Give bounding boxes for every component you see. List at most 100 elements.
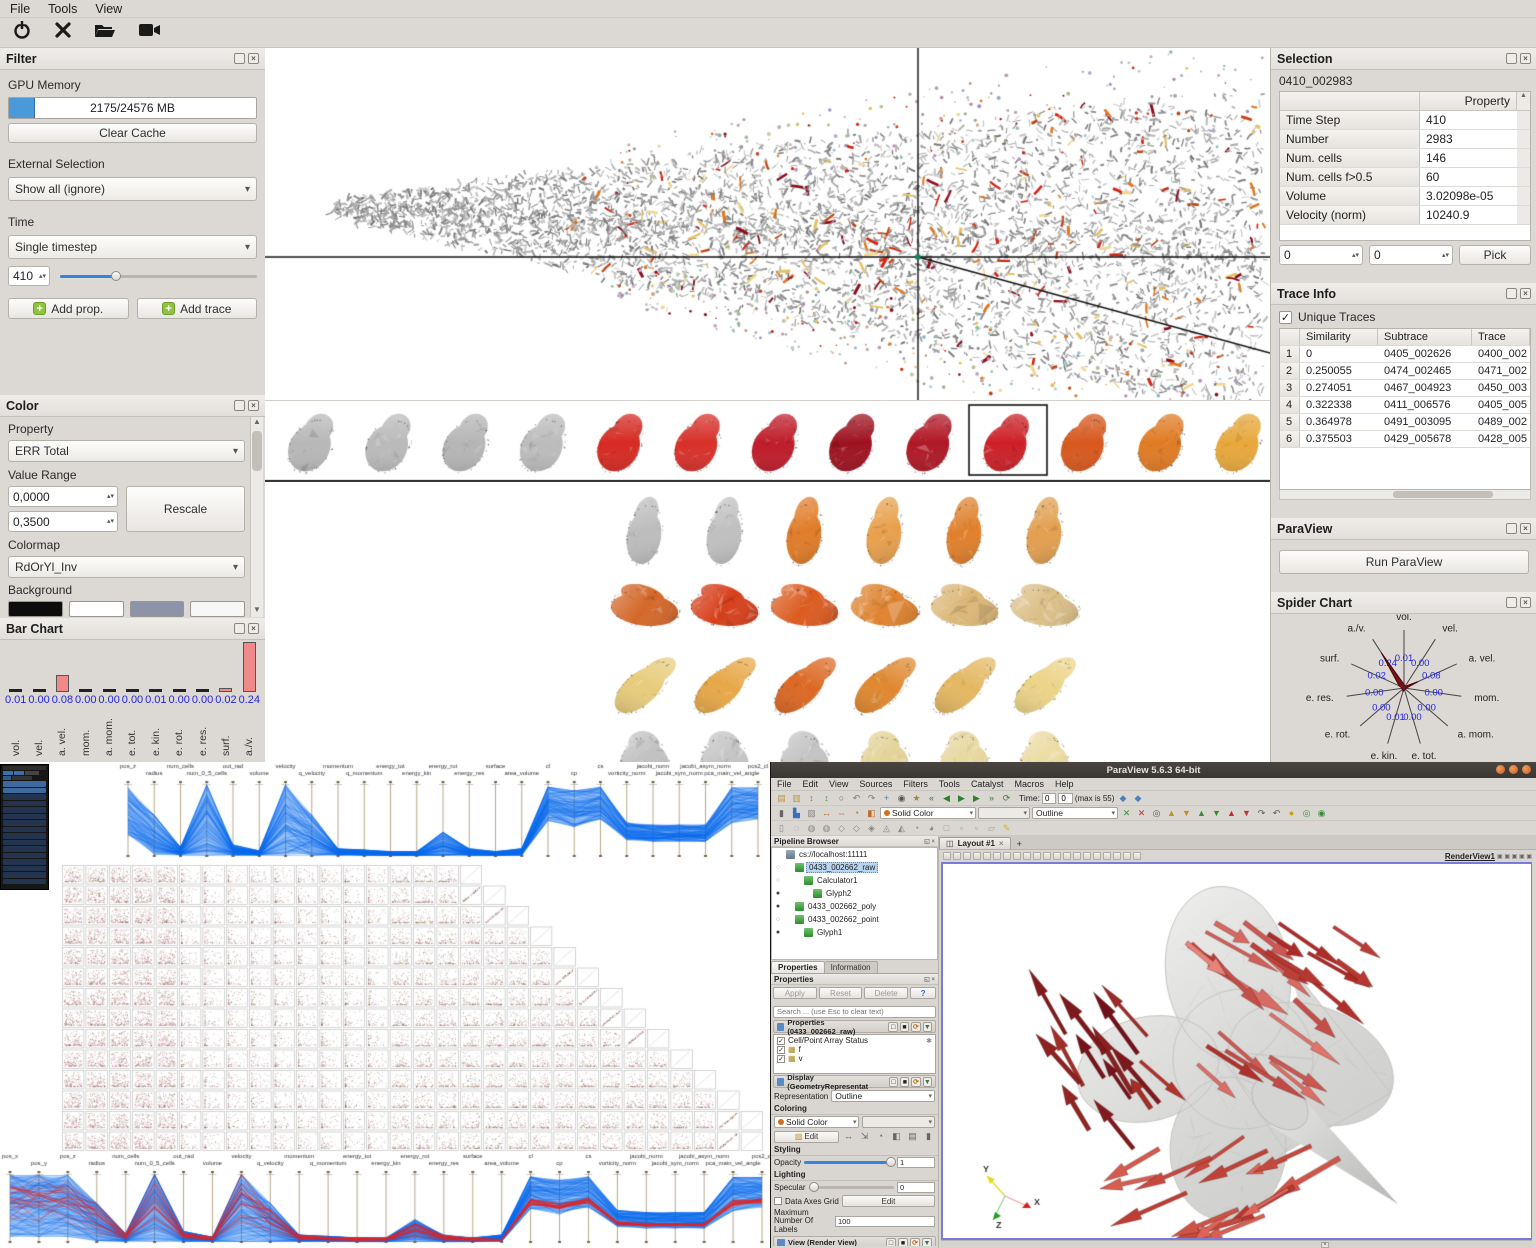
hover-cells-icon[interactable]: ◔ (913, 822, 920, 833)
view-plus-x-icon[interactable]: ▲ (1167, 807, 1176, 818)
trace-row[interactable]: 4 0.322338 0411_006576 0405_005 (1280, 397, 1530, 414)
selection-row[interactable]: Number 2983 (1280, 130, 1530, 149)
pipeline-item-calculator1[interactable]: ○ Calculator1 (775, 876, 858, 885)
component-dropdown[interactable]: ▾ (978, 807, 1030, 819)
selection-row[interactable]: Volume 3.02098e-05 (1280, 187, 1530, 206)
color-by-icon[interactable]: ▙ (793, 807, 800, 818)
pv-menu-edit[interactable]: Edit (802, 779, 819, 789)
3d-spray-view[interactable] (265, 48, 1270, 400)
list-item[interactable] (3, 833, 46, 839)
show-colorbar-icon[interactable]: ▮ (926, 1131, 931, 1141)
pv-menu-filters[interactable]: Filters (903, 779, 928, 789)
max-labels-value[interactable]: 100 (835, 1216, 935, 1228)
pv-menu-help[interactable]: Help (1054, 779, 1074, 789)
visibility-eye-icon[interactable]: ○ (775, 916, 781, 923)
shrink-selection-icon[interactable]: ▫ (974, 822, 979, 833)
render-view-tool-icon[interactable] (1073, 852, 1081, 860)
float-panel-icon[interactable] (234, 53, 245, 64)
rescale-button[interactable]: Rescale (126, 486, 245, 532)
render-view-tool-icon[interactable] (1043, 852, 1051, 860)
trace-column-header[interactable]: Subtrace (1378, 329, 1472, 345)
render-view-tool-icon[interactable] (1093, 852, 1101, 860)
render-view-tool-icon[interactable] (953, 852, 961, 860)
view-minus-z-icon[interactable]: ▼ (1242, 807, 1251, 818)
paste-icon[interactable]: ■ (898, 1237, 908, 1246)
rescale-data-icon[interactable]: ↔ (844, 1131, 853, 1141)
view-plus-y-icon[interactable]: ▲ (1197, 807, 1206, 818)
floating-dark-window[interactable] (0, 764, 49, 890)
representation-dropdown[interactable]: Outline ▾ (831, 1090, 935, 1102)
rescale-custom-icon[interactable]: ⇲ (860, 1131, 869, 1141)
menu-file[interactable]: File (10, 1, 31, 16)
statusbar-close-icon[interactable]: × (1321, 1241, 1329, 1248)
reload-icon[interactable]: ⟳ (911, 1076, 921, 1087)
choose-preset-icon[interactable]: ▤ (908, 1131, 917, 1141)
colormap-dropdown[interactable]: RdOrYl_Inv ▾ (8, 556, 245, 578)
window-maximize-icon[interactable] (1509, 765, 1518, 774)
toggle-interactive-icon[interactable]: ▱ (988, 822, 995, 833)
window-close-icon[interactable] (1522, 765, 1531, 774)
select-block-icon[interactable]: ◈ (868, 822, 875, 833)
clear-cache-button[interactable]: Clear Cache (8, 123, 257, 143)
pv-menu-tools[interactable]: Tools (938, 779, 960, 789)
select-points-on-icon[interactable]: ◌ (793, 822, 800, 833)
help-button[interactable]: ? (910, 987, 937, 999)
open-folder-icon[interactable] (94, 21, 116, 44)
reset-button[interactable]: Reset (818, 987, 863, 999)
selection-row[interactable]: Num. cells 146 (1280, 149, 1530, 168)
render-view-tool-icon[interactable] (1113, 852, 1121, 860)
disconnect-server-icon[interactable]: ↕ (824, 792, 829, 803)
range-max-spinbox[interactable]: 0,3500 ▴▾ (8, 511, 118, 532)
scrollbar-up-icon[interactable]: ▲ (1517, 92, 1530, 110)
loop-icon[interactable]: ⟳ (1002, 792, 1011, 803)
paste-icon[interactable]: ■ (900, 1076, 910, 1087)
view-minus-x-icon[interactable]: ▼ (1182, 807, 1191, 818)
list-item[interactable] (3, 787, 46, 793)
view-plus-z-icon[interactable]: ▲ (1227, 807, 1236, 818)
rotate-90-ccw-icon[interactable]: ↶ (1272, 807, 1281, 818)
color-property-dropdown[interactable]: ERR Total ▾ (8, 440, 245, 462)
float-panel-icon[interactable] (1506, 523, 1517, 534)
selection-row[interactable]: Time Step 410 (1280, 111, 1530, 130)
window-minimize-icon[interactable] (1496, 765, 1505, 774)
menu-tools[interactable]: Tools (48, 1, 78, 16)
pick-x-spinbox[interactable]: 0 ▴▾ (1279, 245, 1363, 265)
selection-row[interactable]: Num. cells f>0.5 60 (1280, 168, 1530, 187)
timestep-spinbox[interactable]: 410 ▴▾ (8, 266, 50, 286)
highlight-icon[interactable]: ● (1288, 807, 1295, 818)
add-trace-button[interactable]: + Add trace (136, 298, 257, 319)
select-cells-on-icon[interactable]: ▯ (779, 822, 784, 833)
trace-column-header[interactable]: Similarity (1300, 329, 1378, 345)
render-view-tool-icon[interactable] (1013, 852, 1021, 860)
render-view-tool-icon[interactable] (1083, 852, 1091, 860)
opacity-value[interactable]: 1 (897, 1157, 935, 1168)
array-f-checkbox[interactable]: ✓ (777, 1045, 785, 1054)
unique-traces-checkbox[interactable]: ✓ (1279, 310, 1292, 324)
pipeline-item-glyph2[interactable]: ● Glyph2 (775, 889, 852, 898)
visibility-eye-icon[interactable]: ● (775, 929, 781, 936)
close-tab-icon[interactable]: × (998, 839, 1004, 848)
layout-tab[interactable]: ◫ Layout #1 × (939, 837, 1011, 849)
render-view-tool-icon[interactable] (1053, 852, 1061, 860)
list-item[interactable] (3, 859, 46, 865)
close-panel-icon[interactable]: × (248, 623, 259, 634)
render-view-tool-icon[interactable] (1023, 852, 1031, 860)
parallel-coords-top[interactable] (0, 762, 770, 862)
representation-dropdown[interactable]: Outline ▾ (1032, 807, 1118, 819)
trace-column-header[interactable]: Trace (1472, 329, 1530, 345)
visibility-eye-icon[interactable]: ● (775, 903, 781, 910)
rescale-range-icon[interactable]: ↔ (822, 807, 831, 818)
new-layout-tab[interactable]: + (1016, 839, 1022, 849)
rescale-time-icon[interactable]: ◔ (853, 807, 860, 818)
background-swatch-0[interactable] (8, 601, 63, 617)
select-frustum-points-icon[interactable]: ◍ (822, 822, 831, 833)
render-view-tool-icon[interactable] (983, 852, 991, 860)
color-legend-icon[interactable]: ★ (912, 792, 921, 803)
snap-time-icon[interactable]: ◆ (1119, 792, 1127, 803)
background-swatch-2[interactable] (129, 601, 185, 617)
reload-icon[interactable]: ⟳ (911, 1021, 921, 1032)
apply-button[interactable]: Apply (773, 987, 817, 999)
pipeline-item-0433-002662-point[interactable]: ○ 0433_002662_point (775, 915, 879, 924)
data-axes-grid-edit-button[interactable]: Edit (841, 1195, 935, 1207)
close-panel-icon[interactable]: × (1520, 523, 1531, 534)
